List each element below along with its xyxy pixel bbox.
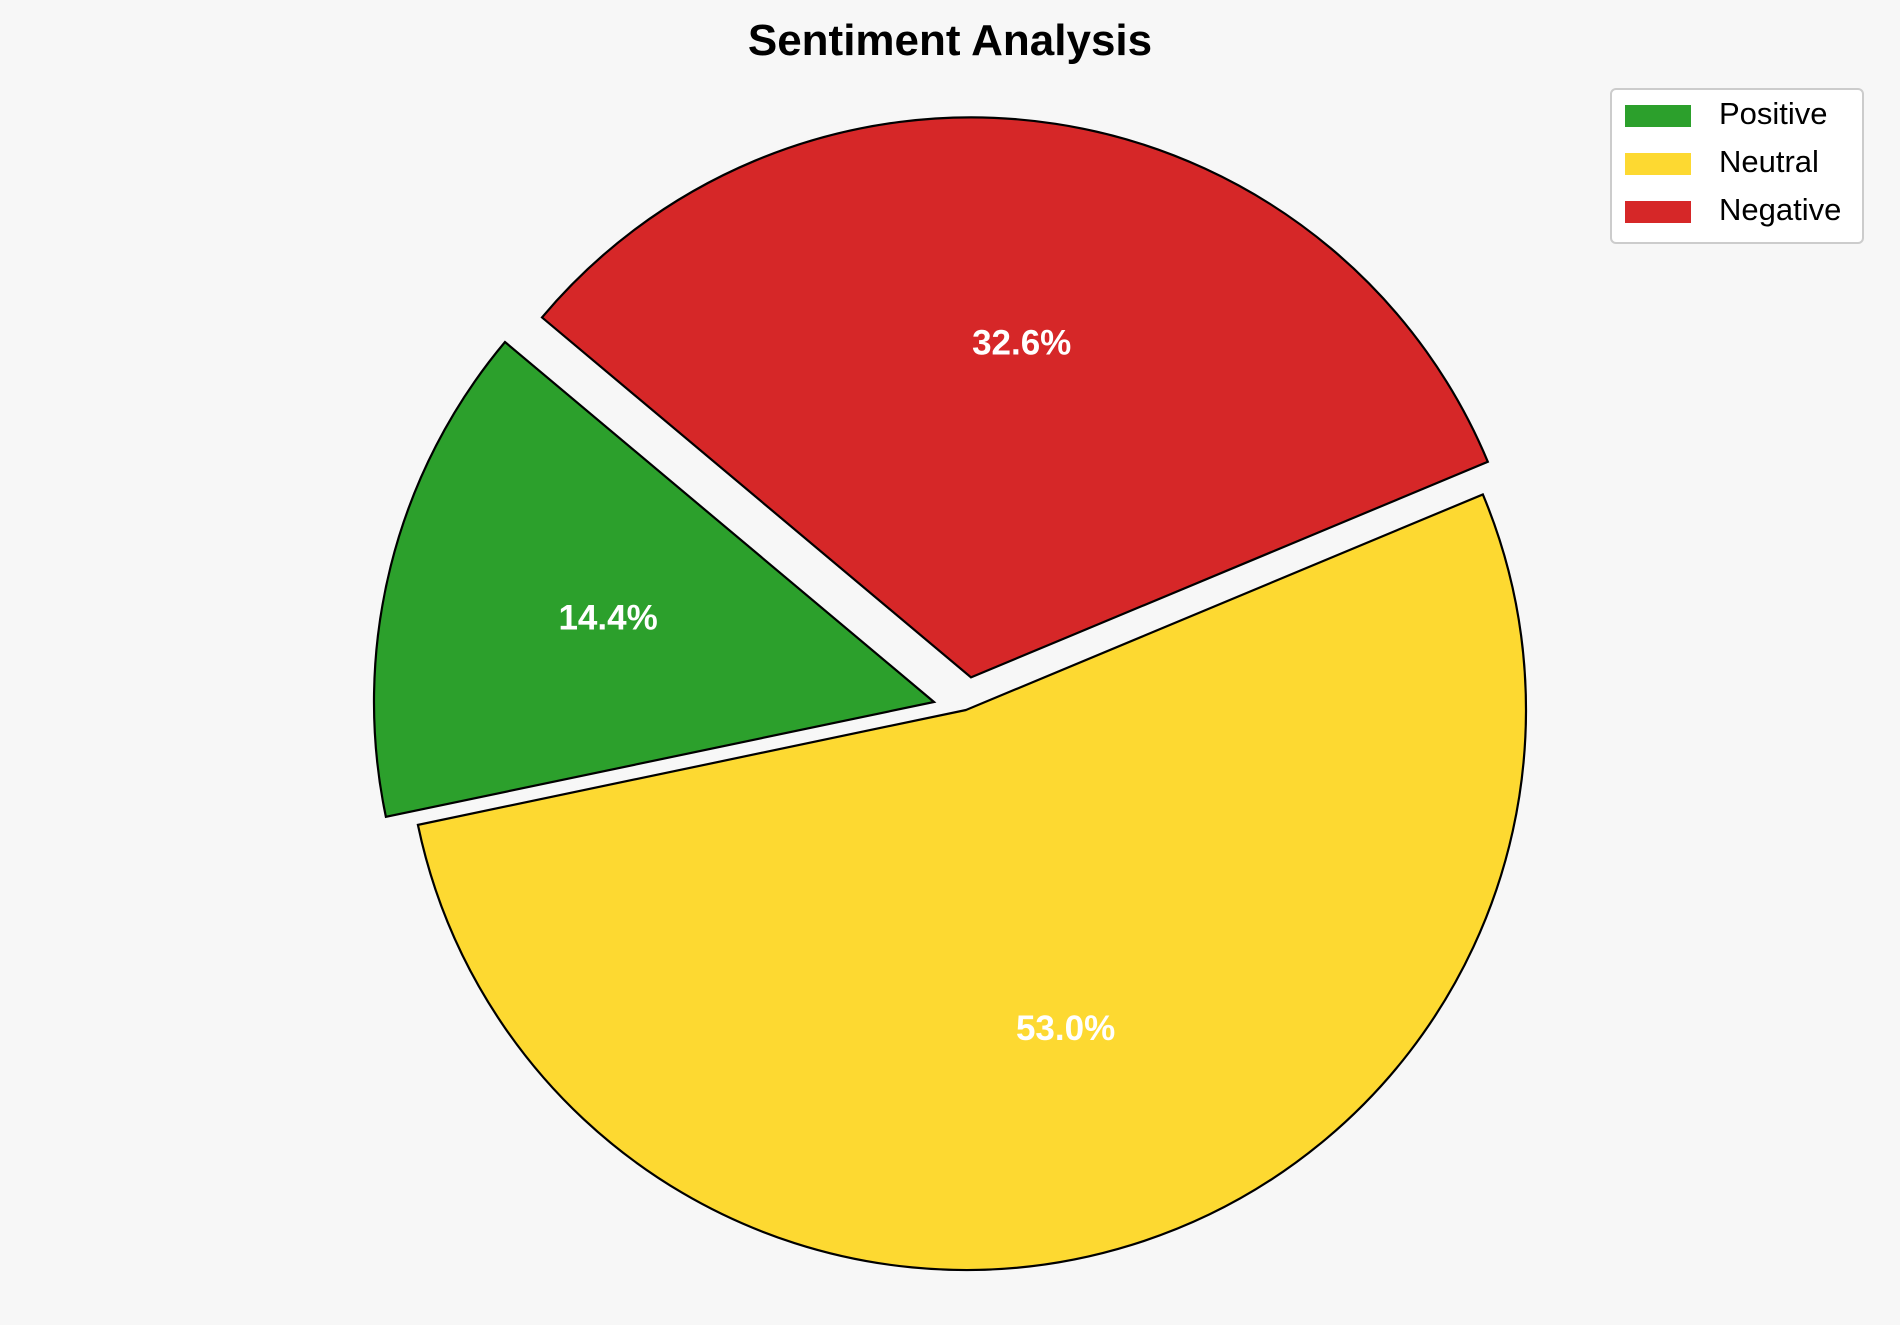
legend-swatch-positive bbox=[1625, 105, 1691, 127]
legend: Positive Neutral Negative bbox=[1610, 88, 1864, 244]
legend-label-negative: Negative bbox=[1719, 192, 1841, 227]
pie-slice-negative bbox=[540, 116, 1490, 679]
pie-slice-positive bbox=[372, 340, 937, 819]
legend-swatch-negative bbox=[1625, 201, 1691, 223]
pie-slice-labels: 14.4% 53.0% 32.6% bbox=[558, 323, 1115, 1048]
legend-swatch-neutral bbox=[1625, 153, 1691, 175]
pie-label-positive: 14.4% bbox=[558, 598, 657, 637]
pie-label-neutral: 53.0% bbox=[1016, 1009, 1115, 1048]
chart-title: Sentiment Analysis bbox=[748, 16, 1152, 65]
pie-label-negative: 32.6% bbox=[972, 323, 1071, 362]
legend-label-positive: Positive bbox=[1719, 96, 1828, 131]
legend-label-neutral: Neutral bbox=[1719, 144, 1819, 179]
pie-slices bbox=[372, 116, 1528, 1272]
pie-slice-neutral bbox=[416, 492, 1528, 1272]
